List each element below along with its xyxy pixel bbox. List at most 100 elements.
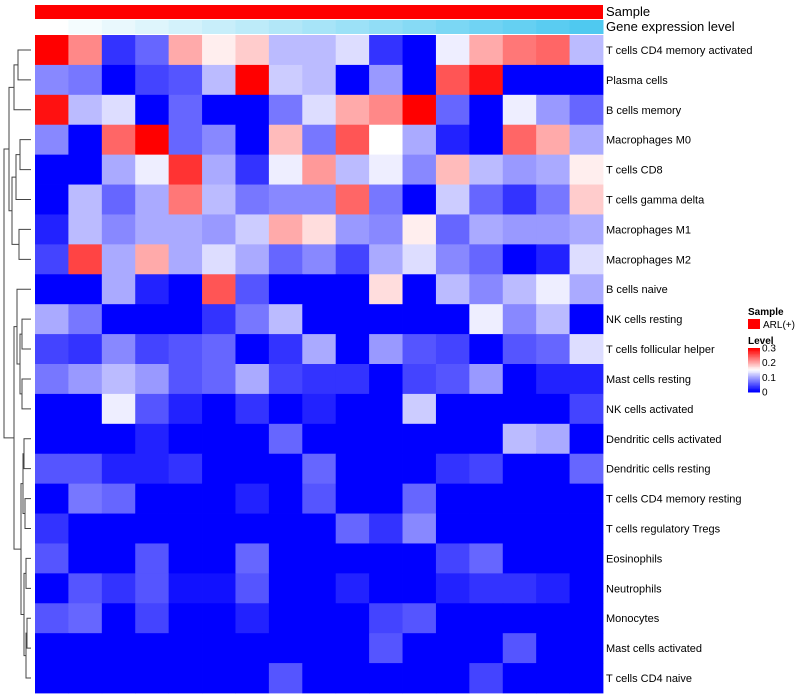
dendrogram-branch	[15, 154, 31, 200]
heatmap-cell	[235, 513, 270, 544]
row-label: Dendritic cells activated	[606, 434, 722, 446]
heatmap-cell	[536, 304, 570, 335]
heatmap-cell	[502, 64, 537, 96]
heatmap-cell	[435, 663, 470, 694]
legend-gradient-step	[748, 364, 760, 367]
row-label: Plasma cells	[606, 75, 668, 87]
heatmap-cell	[202, 513, 236, 544]
heatmap-cell	[469, 453, 504, 485]
row-label: T cells CD4 memory resting	[606, 494, 742, 506]
heatmap-cell	[402, 513, 437, 544]
legend-gradient-step	[748, 359, 760, 362]
row-label: T cells follicular helper	[606, 344, 715, 356]
heatmap-cell	[202, 184, 236, 215]
heatmap-cell	[168, 94, 203, 126]
heatmap-cell	[101, 393, 136, 425]
legend-tick-label: 0.3	[762, 344, 776, 355]
heatmap-cell	[202, 393, 236, 425]
heatmap-cell	[402, 35, 437, 66]
heatmap-cell	[302, 304, 337, 335]
heatmap-cell	[569, 94, 604, 126]
heatmap-cell	[536, 214, 570, 245]
legend-level-title: Level	[748, 336, 774, 347]
legend-gradient-step	[748, 368, 760, 371]
heatmap-cell	[369, 304, 403, 335]
heatmap-cell	[268, 364, 303, 395]
heatmap-cell	[302, 124, 337, 156]
heatmap-cell	[135, 244, 170, 275]
heatmap-cell	[202, 543, 236, 574]
legend-gradient-step	[748, 390, 760, 393]
heatmap-cell	[435, 64, 470, 96]
legend-gradient-step	[748, 355, 760, 358]
dendrogram-branch	[21, 318, 31, 350]
heatmap-cell	[135, 35, 170, 66]
heatmap-cell	[202, 573, 236, 604]
legend-gradient-step	[748, 348, 760, 350]
heatmap-cell	[469, 154, 504, 185]
heatmap-cell	[235, 35, 270, 66]
heatmap-cell	[68, 663, 103, 694]
gene-track-cell	[235, 20, 270, 34]
row-label: Eosinophils	[606, 553, 663, 565]
heatmap-cell	[68, 393, 103, 425]
legend-gradient-step	[748, 358, 760, 361]
row-label: T cells regulatory Tregs	[606, 524, 721, 536]
heatmap-cell	[502, 124, 537, 156]
heatmap-cell	[268, 633, 303, 664]
heatmap-cell	[135, 483, 170, 514]
heatmap-cell	[536, 543, 570, 574]
row-label: T cells CD8	[606, 165, 663, 177]
heatmap-cell	[369, 35, 403, 66]
heatmap-cell	[469, 334, 504, 365]
heatmap-cell	[402, 124, 437, 156]
heatmap-cell	[369, 214, 403, 245]
heatmap-cell	[35, 244, 69, 275]
heatmap-cell	[35, 124, 69, 156]
heatmap-cell	[569, 364, 604, 395]
heatmap-cell	[335, 483, 370, 514]
heatmap-cell	[335, 94, 370, 126]
row-label: NK cells resting	[606, 314, 682, 326]
heatmap-cell	[35, 453, 69, 485]
dendrogram-branch	[18, 228, 31, 260]
heatmap-cell	[569, 543, 604, 574]
heatmap-cell	[302, 274, 337, 305]
heatmap-cell	[302, 334, 337, 365]
heatmap-cell	[135, 124, 170, 156]
heatmap-cell	[302, 64, 337, 96]
gene-track-cell	[135, 20, 170, 34]
heatmap-cell	[68, 423, 103, 455]
row-label: Dendritic cells resting	[606, 464, 711, 476]
heatmap-cell	[101, 94, 136, 126]
heatmap-cell	[469, 35, 504, 66]
heatmap-cell	[168, 603, 203, 634]
heatmap-cell	[469, 304, 504, 335]
heatmap-cell	[268, 603, 303, 634]
heatmap-cell	[536, 423, 570, 455]
heatmap-cell	[469, 543, 504, 574]
heatmap-cell	[402, 543, 437, 574]
heatmap-cell	[369, 633, 403, 664]
heatmap-cell	[469, 633, 504, 664]
legend-gradient-step	[748, 371, 760, 374]
heatmap-cell	[536, 94, 570, 126]
heatmap-cell	[101, 573, 136, 604]
heatmap-cell	[335, 393, 370, 425]
heatmap-cell	[369, 334, 403, 365]
heatmap-cell	[268, 244, 303, 275]
legend-gradient-step	[748, 387, 760, 390]
heatmap-cell	[435, 364, 470, 395]
heatmap-cell	[469, 663, 504, 694]
heatmap-cell	[369, 124, 403, 156]
heatmap-cell	[202, 244, 236, 275]
heatmap-cell	[302, 393, 337, 425]
heatmap-cell	[101, 423, 136, 455]
heatmap-cell	[101, 513, 136, 544]
heatmap-cell	[101, 364, 136, 395]
heatmap-cell	[35, 35, 69, 66]
heatmap-cell	[502, 35, 537, 66]
heatmap-cell	[369, 483, 403, 514]
heatmap-cell	[569, 124, 604, 156]
heatmap-cell	[369, 573, 403, 604]
